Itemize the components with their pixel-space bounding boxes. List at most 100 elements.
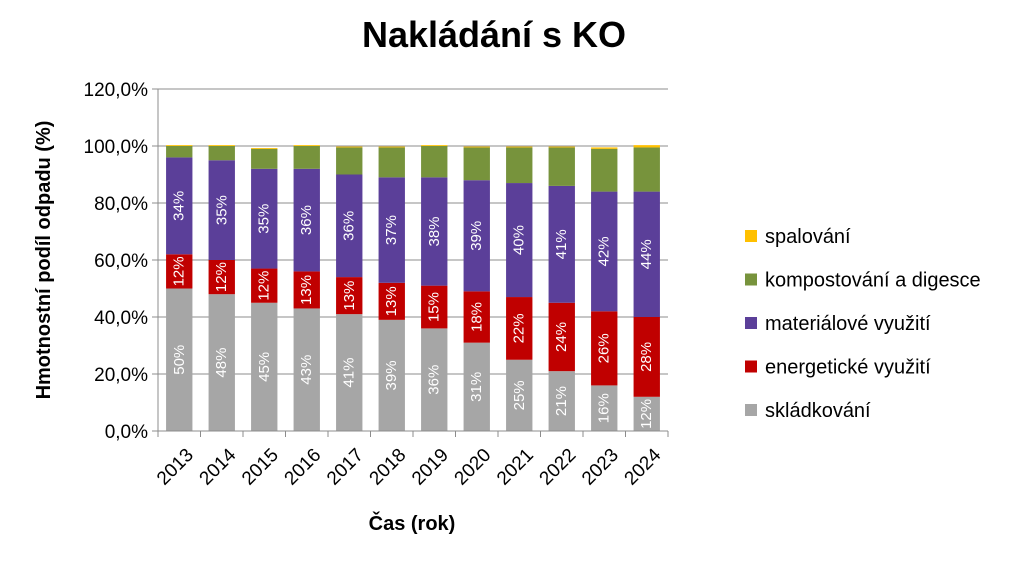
data-label: 50%	[171, 345, 188, 375]
bar-segment	[378, 319, 405, 431]
bar-segment	[378, 177, 405, 283]
x-tick-labels: 2013201420152016201720182019202020212022…	[153, 444, 666, 489]
bar-segment	[506, 297, 533, 360]
data-label: 44%	[638, 239, 655, 269]
bar-segment	[293, 146, 320, 169]
data-label: 42%	[596, 236, 613, 266]
x-tick-label: 2013	[153, 445, 198, 490]
bar-segment	[463, 342, 490, 431]
bar-segment	[463, 291, 490, 343]
bar-segment	[591, 191, 618, 312]
y-axis-title: Hmotnostní podíl odpadu (%)	[33, 121, 55, 400]
bar-segment	[591, 311, 618, 386]
bar-segment	[336, 147, 363, 175]
gridlines	[158, 88, 668, 375]
x-tick-label: 2020	[451, 445, 496, 490]
data-label: 22%	[511, 313, 528, 343]
bar-segment	[548, 302, 575, 372]
data-label: 12%	[213, 262, 230, 292]
data-label: 18%	[468, 302, 485, 332]
bar-segment	[251, 147, 278, 149]
bar-segment	[463, 146, 490, 148]
x-tick-label: 2019	[408, 445, 453, 490]
data-label: 12%	[638, 399, 655, 429]
bar-segment	[208, 294, 235, 431]
legend-label: skládkování	[765, 400, 871, 422]
data-label: 39%	[468, 221, 485, 251]
data-label: 24%	[553, 322, 570, 352]
bar-segment	[633, 191, 660, 317]
bar-segment	[293, 271, 320, 309]
bar-segment	[506, 147, 533, 184]
x-axis-title: Čas (rok)	[369, 511, 456, 535]
bar-segment	[293, 168, 320, 272]
bar-segment	[591, 147, 618, 149]
data-label: 43%	[298, 355, 315, 385]
x-tick-label: 2024	[621, 444, 666, 489]
bar-segment	[293, 145, 320, 146]
bar-segment	[251, 168, 278, 269]
data-label: 45%	[256, 352, 273, 382]
data-label: 28%	[638, 342, 655, 372]
data-label: 48%	[213, 348, 230, 378]
bar-segment	[506, 146, 533, 148]
bar-segment	[251, 268, 278, 303]
legend-swatch	[745, 273, 757, 286]
x-tick-label: 2015	[238, 445, 283, 490]
legend-label: materiálové využití	[765, 313, 931, 335]
x-tick-label: 2016	[281, 445, 326, 490]
bar-segment	[548, 371, 575, 431]
bar-segment	[336, 174, 363, 278]
axes	[152, 88, 669, 437]
bar-segment	[421, 285, 448, 329]
bar-segment	[506, 183, 533, 298]
bar-segment	[208, 145, 235, 146]
legend-label: kompostování a digesce	[765, 270, 981, 292]
bars: 50% 12% 34% 48% 12% 35% 45% 12% 35% 43% 13% 36% 41% 1…	[166, 145, 660, 431]
legend-label: spalování	[765, 226, 851, 248]
bar-segment	[166, 157, 193, 255]
bar-segment	[421, 177, 448, 286]
bar-segment	[421, 328, 448, 431]
bar-segment	[633, 396, 660, 431]
legend: spalování kompostování a digesce materiálo…	[745, 226, 981, 422]
data-label: 21%	[553, 386, 570, 416]
legend-swatch	[745, 360, 757, 373]
bar-segment	[421, 145, 448, 146]
bar-segment	[336, 277, 363, 315]
bar-segment	[336, 314, 363, 431]
data-label: 31%	[468, 372, 485, 402]
x-tick-label: 2017	[323, 445, 368, 490]
data-label: 13%	[298, 275, 315, 305]
data-label: 41%	[341, 358, 358, 388]
bar-segment	[208, 160, 235, 260]
data-label: 36%	[426, 365, 443, 395]
data-label: 36%	[298, 205, 315, 235]
bar-segment	[378, 146, 405, 148]
data-label: 12%	[171, 256, 188, 286]
y-tick-label: 40,0%	[94, 308, 148, 329]
data-label: 35%	[213, 195, 230, 225]
y-tick-label: 100,0%	[84, 137, 149, 158]
bar-segment	[633, 317, 660, 397]
y-tick-label: 20,0%	[94, 365, 148, 386]
data-label: 36%	[341, 211, 358, 241]
data-label: 26%	[596, 333, 613, 363]
data-label: 38%	[426, 216, 443, 246]
bar-segment	[378, 147, 405, 178]
legend-swatch	[745, 230, 757, 242]
bar-segment	[421, 146, 448, 178]
y-tick-labels: 0,0% 20,0% 40,0% 60,0% 80,0% 100,0% 120,0%	[84, 80, 149, 443]
x-tick-label: 2023	[578, 445, 623, 490]
bar-segment	[463, 180, 490, 292]
bar-segment	[166, 288, 193, 431]
chart-title: Nakládání s KO	[362, 14, 626, 55]
bar-segment	[166, 254, 193, 289]
bar-segment	[633, 145, 660, 148]
bar-segment	[591, 148, 618, 192]
data-label: 25%	[511, 380, 528, 410]
bar-segment	[208, 146, 235, 161]
legend-swatch	[745, 317, 757, 329]
bar-segment	[633, 147, 660, 192]
